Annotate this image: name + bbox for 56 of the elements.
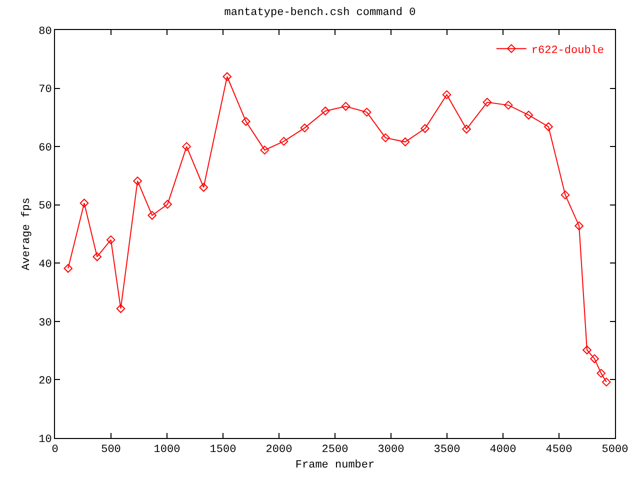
point bbox=[524, 110, 534, 120]
x-tick-label: 500 bbox=[101, 444, 121, 456]
point bbox=[544, 122, 553, 132]
point bbox=[64, 264, 72, 273]
x-tick-label: 4000 bbox=[490, 444, 516, 456]
point bbox=[148, 210, 156, 220]
x-tick-label: 2000 bbox=[266, 444, 292, 456]
point bbox=[106, 235, 116, 244]
point bbox=[92, 252, 102, 262]
point bbox=[222, 72, 232, 82]
y-tick-label: 20 bbox=[38, 376, 52, 388]
point bbox=[341, 102, 350, 111]
point bbox=[80, 198, 89, 208]
y-tick-label: 70 bbox=[38, 84, 52, 96]
point bbox=[362, 108, 372, 117]
point bbox=[504, 100, 513, 110]
x-tick-label: 3500 bbox=[434, 444, 460, 456]
y-tick-label: 60 bbox=[38, 142, 52, 154]
x-tick-label: 1500 bbox=[210, 444, 236, 456]
point bbox=[116, 304, 126, 314]
chart-title: mantatype-bench.csh command 0 bbox=[224, 6, 416, 19]
point bbox=[596, 368, 606, 378]
x-tick-label: 0 bbox=[52, 444, 58, 456]
point bbox=[590, 354, 599, 364]
x-tick-label: 3000 bbox=[378, 444, 404, 456]
x-tick-label: 1000 bbox=[154, 444, 180, 456]
point bbox=[242, 117, 250, 126]
x-tick-label: 5000 bbox=[602, 444, 628, 456]
x-tick-label: 2500 bbox=[322, 444, 348, 456]
point bbox=[582, 346, 592, 354]
point bbox=[420, 124, 430, 133]
y-tick-label: 30 bbox=[38, 317, 52, 330]
point bbox=[300, 124, 310, 132]
point bbox=[381, 133, 390, 142]
point bbox=[602, 378, 611, 386]
point bbox=[320, 106, 330, 116]
point bbox=[133, 176, 142, 186]
point bbox=[260, 146, 270, 154]
y-tick-label: 40 bbox=[38, 258, 52, 271]
point bbox=[199, 182, 208, 192]
point bbox=[400, 138, 410, 146]
point bbox=[482, 98, 492, 107]
x-tick-label: 4500 bbox=[546, 444, 572, 456]
y-axis-title: Average fps bbox=[21, 198, 34, 270]
x-axis-title: Frame number bbox=[295, 459, 375, 472]
point bbox=[574, 221, 584, 230]
y-tick-label: 80 bbox=[38, 26, 52, 38]
point bbox=[279, 136, 288, 146]
legend-label: r622-double bbox=[531, 44, 604, 57]
point bbox=[442, 90, 452, 100]
y-tick-label: 50 bbox=[38, 200, 52, 213]
point bbox=[163, 200, 172, 209]
point bbox=[462, 124, 471, 134]
y-tick-label: 10 bbox=[38, 434, 52, 446]
point bbox=[560, 190, 570, 200]
point bbox=[182, 142, 191, 151]
